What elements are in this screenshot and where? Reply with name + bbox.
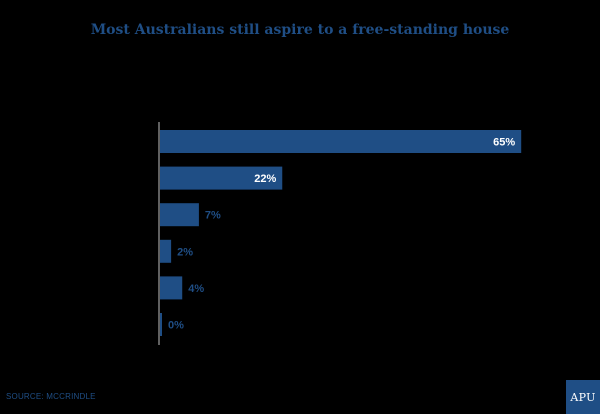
apu-logo: APU: [566, 380, 600, 414]
source-note: SOURCE: MCCRINDLE: [6, 392, 96, 401]
bar-1: [160, 166, 283, 190]
bar-value-label-3: 2%: [177, 246, 193, 258]
bar-value-label-1: 22%: [254, 173, 276, 185]
bar-value-label-2: 7%: [205, 210, 221, 222]
bar-3: [160, 239, 172, 263]
bar-value-label-4: 4%: [188, 283, 204, 295]
apu-logo-text: APU: [570, 390, 596, 404]
chart-title: Most Australians still aspire to a free-…: [90, 22, 510, 38]
bar-value-label-5: 0%: [168, 320, 184, 332]
bar-group: 65% 22% 7% 2% 4% 0%: [160, 130, 522, 336]
bar-5: [160, 313, 162, 336]
bar-value-label-0: 65%: [493, 137, 515, 149]
bar-2: [160, 203, 199, 227]
bar-0: [160, 130, 522, 153]
bar-4: [160, 276, 183, 300]
